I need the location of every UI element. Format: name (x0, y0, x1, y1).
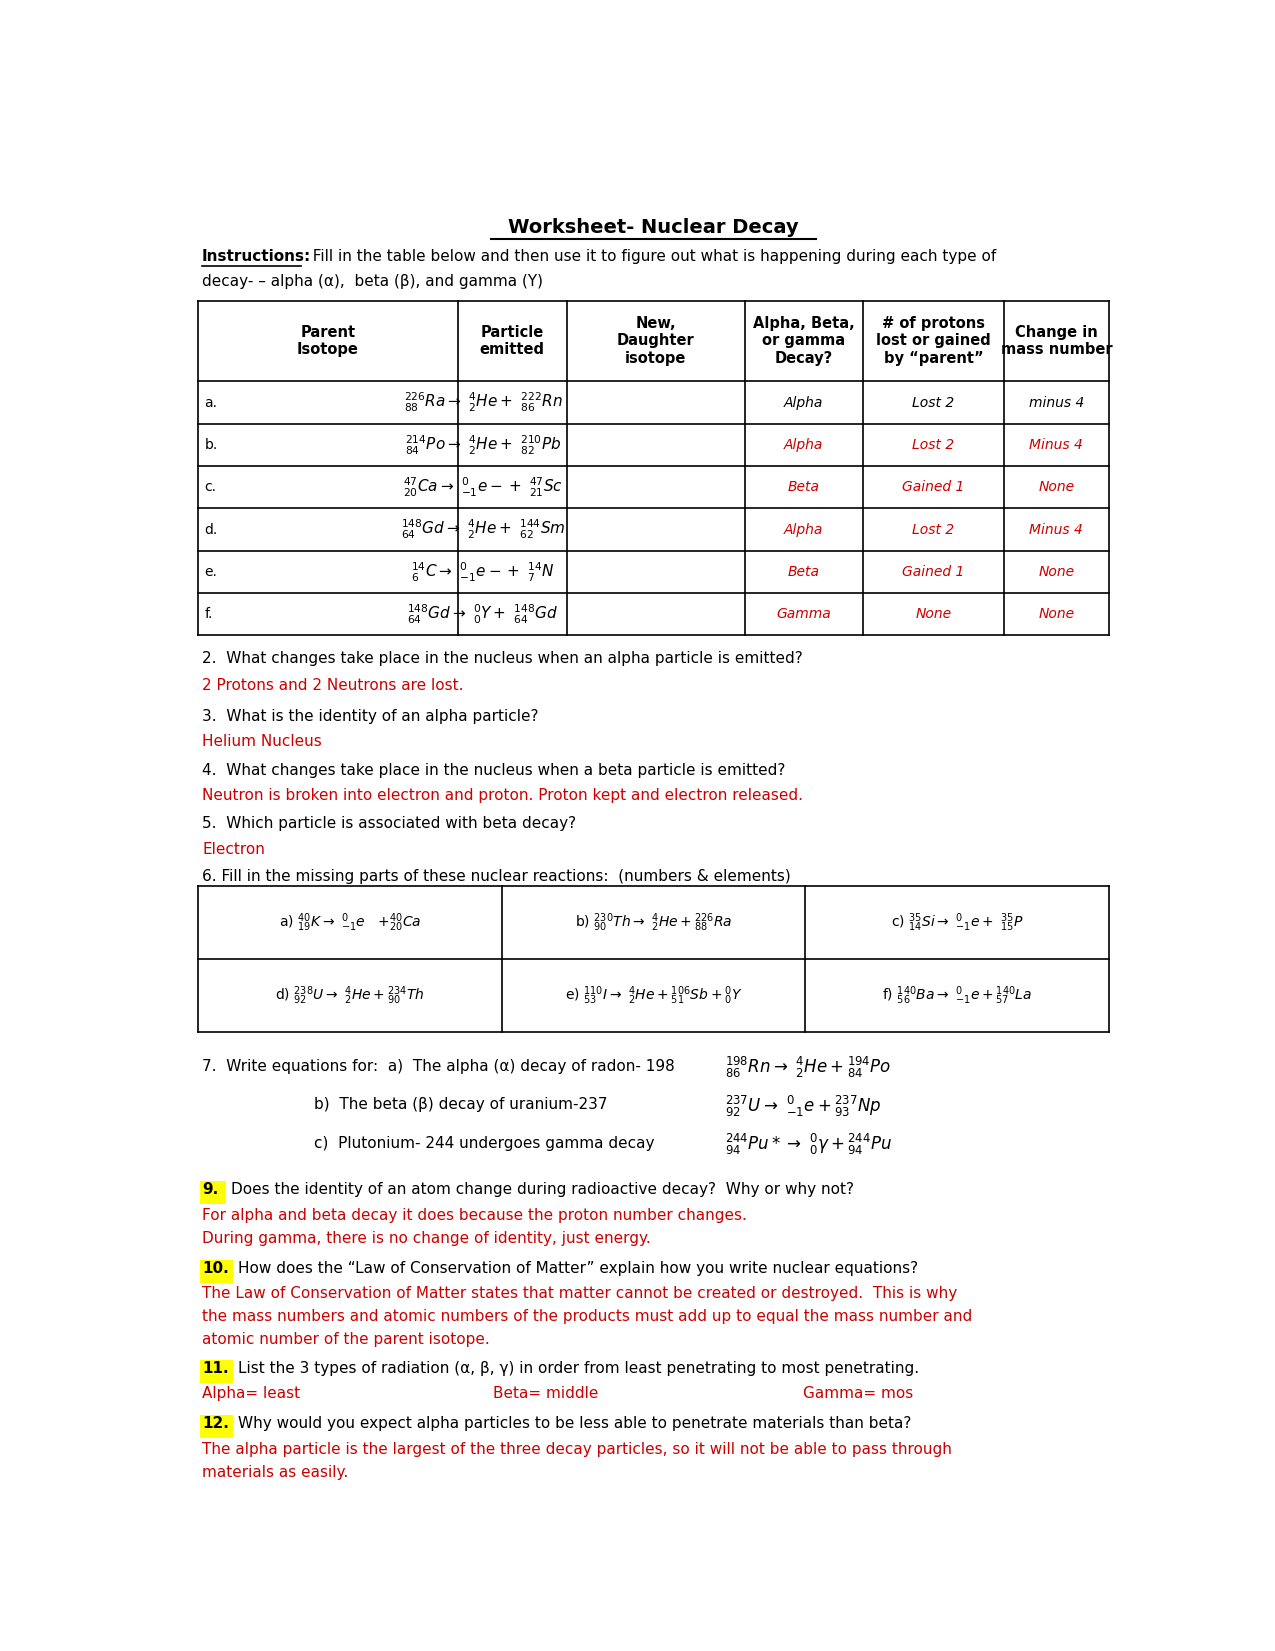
Text: Minus 4: Minus 4 (1029, 523, 1084, 537)
Text: Alpha: Alpha (784, 396, 824, 409)
Text: e.: e. (204, 565, 217, 580)
Text: 7.  Write equations for:  a)  The alpha (α) decay of radon- 198: 7. Write equations for: a) The alpha (α)… (201, 1058, 674, 1075)
Text: 11.: 11. (201, 1360, 228, 1375)
Text: Change in
mass number: Change in mass number (1001, 325, 1112, 357)
Text: the mass numbers and atomic numbers of the products must add up to equal the mas: the mass numbers and atomic numbers of t… (201, 1309, 973, 1324)
Text: Worksheet- Nuclear Decay: Worksheet- Nuclear Decay (509, 218, 798, 238)
Text: $^{226}_{88}Ra \rightarrow\ ^{4}_{2}He +\ ^{222}_{86}Rn$: $^{226}_{88}Ra \rightarrow\ ^{4}_{2}He +… (404, 391, 562, 414)
Text: Gamma: Gamma (776, 608, 831, 621)
Text: f) $^{140}_{56}Ba \rightarrow\ ^{0}_{-1}e +^{140}_{57}La$: f) $^{140}_{56}Ba \rightarrow\ ^{0}_{-1}… (882, 984, 1031, 1007)
Text: Instructions:: Instructions: (201, 249, 311, 264)
Text: Beta= middle: Beta= middle (492, 1387, 598, 1402)
Text: Gamma= mos: Gamma= mos (803, 1387, 913, 1402)
Text: Minus 4: Minus 4 (1029, 438, 1084, 452)
Text: f.: f. (204, 608, 213, 621)
Text: atomic number of the parent isotope.: atomic number of the parent isotope. (201, 1332, 490, 1347)
Text: New,
Daughter
isotope: New, Daughter isotope (617, 315, 695, 367)
Text: c)  Plutonium- 244 undergoes gamma decay: c) Plutonium- 244 undergoes gamma decay (315, 1136, 655, 1151)
Text: Alpha: Alpha (784, 523, 824, 537)
Text: Electron: Electron (201, 842, 265, 857)
Text: The alpha particle is the largest of the three decay particles, so it will not b: The alpha particle is the largest of the… (201, 1441, 952, 1456)
Text: $^{47}_{20}Ca \rightarrow\ ^{0}_{-1}e- +\ ^{47}_{21}Sc$: $^{47}_{20}Ca \rightarrow\ ^{0}_{-1}e- +… (403, 475, 564, 499)
Text: b.: b. (204, 438, 218, 452)
Text: The Law of Conservation of Matter states that matter cannot be created or destro: The Law of Conservation of Matter states… (201, 1286, 958, 1301)
Text: For alpha and beta decay it does because the proton number changes.: For alpha and beta decay it does because… (201, 1207, 747, 1223)
Text: 2 Protons and 2 Neutrons are lost.: 2 Protons and 2 Neutrons are lost. (201, 679, 464, 693)
Text: Lost 2: Lost 2 (913, 396, 955, 409)
Text: a) $^{40}_{19}K \rightarrow\ ^{0}_{-1}e$   $+^{40}_{20}Ca$: a) $^{40}_{19}K \rightarrow\ ^{0}_{-1}e$… (279, 911, 421, 933)
Text: $^{148}_{64}Gd \rightarrow\ ^{0}_{0}Y +\ ^{148}_{64}Gd$: $^{148}_{64}Gd \rightarrow\ ^{0}_{0}Y +\… (408, 603, 558, 626)
FancyBboxPatch shape (200, 1415, 233, 1438)
Text: b)  The beta (β) decay of uranium-237: b) The beta (β) decay of uranium-237 (315, 1098, 608, 1113)
Text: d.: d. (204, 523, 218, 537)
Text: Why would you expect alpha particles to be less able to penetrate materials than: Why would you expect alpha particles to … (238, 1417, 912, 1431)
Text: $^{198}_{86}Rn \rightarrow\ ^{4}_{2}He +^{194}_{84}Po$: $^{198}_{86}Rn \rightarrow\ ^{4}_{2}He +… (725, 1055, 891, 1080)
Text: During gamma, there is no change of identity, just energy.: During gamma, there is no change of iden… (201, 1230, 650, 1247)
Text: List the 3 types of radiation (α, β, γ) in order from least penetrating to most : List the 3 types of radiation (α, β, γ) … (238, 1360, 919, 1375)
Text: e) $^{110}_{53}I \rightarrow\ ^{4}_{2}He+^{106}_{51}Sb+^{0}_{0}Y$: e) $^{110}_{53}I \rightarrow\ ^{4}_{2}He… (565, 984, 742, 1007)
Text: decay- – alpha (α),  beta (β), and gamma (Y): decay- – alpha (α), beta (β), and gamma … (201, 274, 543, 289)
Text: 6. Fill in the missing parts of these nuclear reactions:  (numbers & elements): 6. Fill in the missing parts of these nu… (201, 868, 790, 883)
Text: Alpha: Alpha (784, 438, 824, 452)
Text: materials as easily.: materials as easily. (201, 1464, 348, 1479)
Text: Fill in the table below and then use it to figure out what is happening during e: Fill in the table below and then use it … (302, 249, 996, 264)
Text: minus 4: minus 4 (1029, 396, 1084, 409)
Text: Gained 1: Gained 1 (903, 480, 965, 494)
Text: Lost 2: Lost 2 (913, 438, 955, 452)
Text: Alpha= least: Alpha= least (201, 1387, 300, 1402)
Text: Gained 1: Gained 1 (903, 565, 965, 580)
Text: # of protons
lost or gained
by “parent”: # of protons lost or gained by “parent” (876, 315, 991, 367)
Text: $^{14}_{6}C \rightarrow\ ^{0}_{-1}e- +\ ^{14}_{7}N$: $^{14}_{6}C \rightarrow\ ^{0}_{-1}e- +\ … (411, 560, 555, 583)
Text: d) $^{238}_{92}U \rightarrow\ ^{4}_{2}He +^{234}_{90}Th$: d) $^{238}_{92}U \rightarrow\ ^{4}_{2}He… (275, 984, 425, 1007)
Text: b) $^{230}_{90}Th \rightarrow\ ^{4}_{2}He+^{226}_{88}Ra$: b) $^{230}_{90}Th \rightarrow\ ^{4}_{2}H… (575, 911, 732, 933)
Text: $^{148}_{64}Gd \rightarrow\ ^{4}_{2}He +\ ^{144}_{62}Sm$: $^{148}_{64}Gd \rightarrow\ ^{4}_{2}He +… (400, 518, 565, 542)
Text: c) $^{35}_{14}Si \rightarrow\ ^{0}_{-1}e +\ ^{35}_{15}P$: c) $^{35}_{14}Si \rightarrow\ ^{0}_{-1}e… (891, 911, 1024, 933)
Text: Neutron is broken into electron and proton. Proton kept and electron released.: Neutron is broken into electron and prot… (201, 788, 803, 802)
Text: Beta: Beta (788, 480, 820, 494)
Text: $^{244}_{94}Pu* \rightarrow\ ^{0}_{0}\gamma +^{244}_{94}Pu$: $^{244}_{94}Pu* \rightarrow\ ^{0}_{0}\ga… (725, 1133, 892, 1157)
Text: 9.: 9. (201, 1182, 218, 1197)
Text: a.: a. (204, 396, 217, 409)
Text: $^{237}_{92}U \rightarrow\ ^{0}_{-1}e +^{237}_{93}Np$: $^{237}_{92}U \rightarrow\ ^{0}_{-1}e +^… (725, 1093, 881, 1119)
Text: Alpha, Beta,
or gamma
Decay?: Alpha, Beta, or gamma Decay? (752, 315, 854, 367)
Text: c.: c. (204, 480, 217, 494)
Text: None: None (915, 608, 951, 621)
Text: Beta: Beta (788, 565, 820, 580)
FancyBboxPatch shape (200, 1260, 233, 1283)
Text: None: None (1038, 565, 1075, 580)
Text: $^{214}_{84}Po \rightarrow\ ^{4}_{2}He +\ ^{210}_{82}Pb$: $^{214}_{84}Po \rightarrow\ ^{4}_{2}He +… (405, 433, 561, 457)
Text: 5.  Which particle is associated with beta decay?: 5. Which particle is associated with bet… (201, 817, 576, 832)
Text: None: None (1038, 480, 1075, 494)
Text: Particle
emitted: Particle emitted (479, 325, 544, 357)
Text: How does the “Law of Conservation of Matter” explain how you write nuclear equat: How does the “Law of Conservation of Mat… (238, 1261, 918, 1276)
Text: None: None (1038, 608, 1075, 621)
FancyBboxPatch shape (200, 1360, 233, 1384)
Text: Parent
Isotope: Parent Isotope (297, 325, 358, 357)
Text: 3.  What is the identity of an alpha particle?: 3. What is the identity of an alpha part… (201, 708, 538, 723)
Text: Lost 2: Lost 2 (913, 523, 955, 537)
Text: Does the identity of an atom change during radioactive decay?  Why or why not?: Does the identity of an atom change duri… (231, 1182, 854, 1197)
Text: 12.: 12. (201, 1417, 229, 1431)
FancyBboxPatch shape (200, 1180, 226, 1204)
Text: 4.  What changes take place in the nucleus when a beta particle is emitted?: 4. What changes take place in the nucleu… (201, 763, 785, 778)
Text: 10.: 10. (201, 1261, 228, 1276)
Text: 2.  What changes take place in the nucleus when an alpha particle is emitted?: 2. What changes take place in the nucleu… (201, 650, 803, 665)
Text: Helium Nucleus: Helium Nucleus (201, 735, 321, 750)
